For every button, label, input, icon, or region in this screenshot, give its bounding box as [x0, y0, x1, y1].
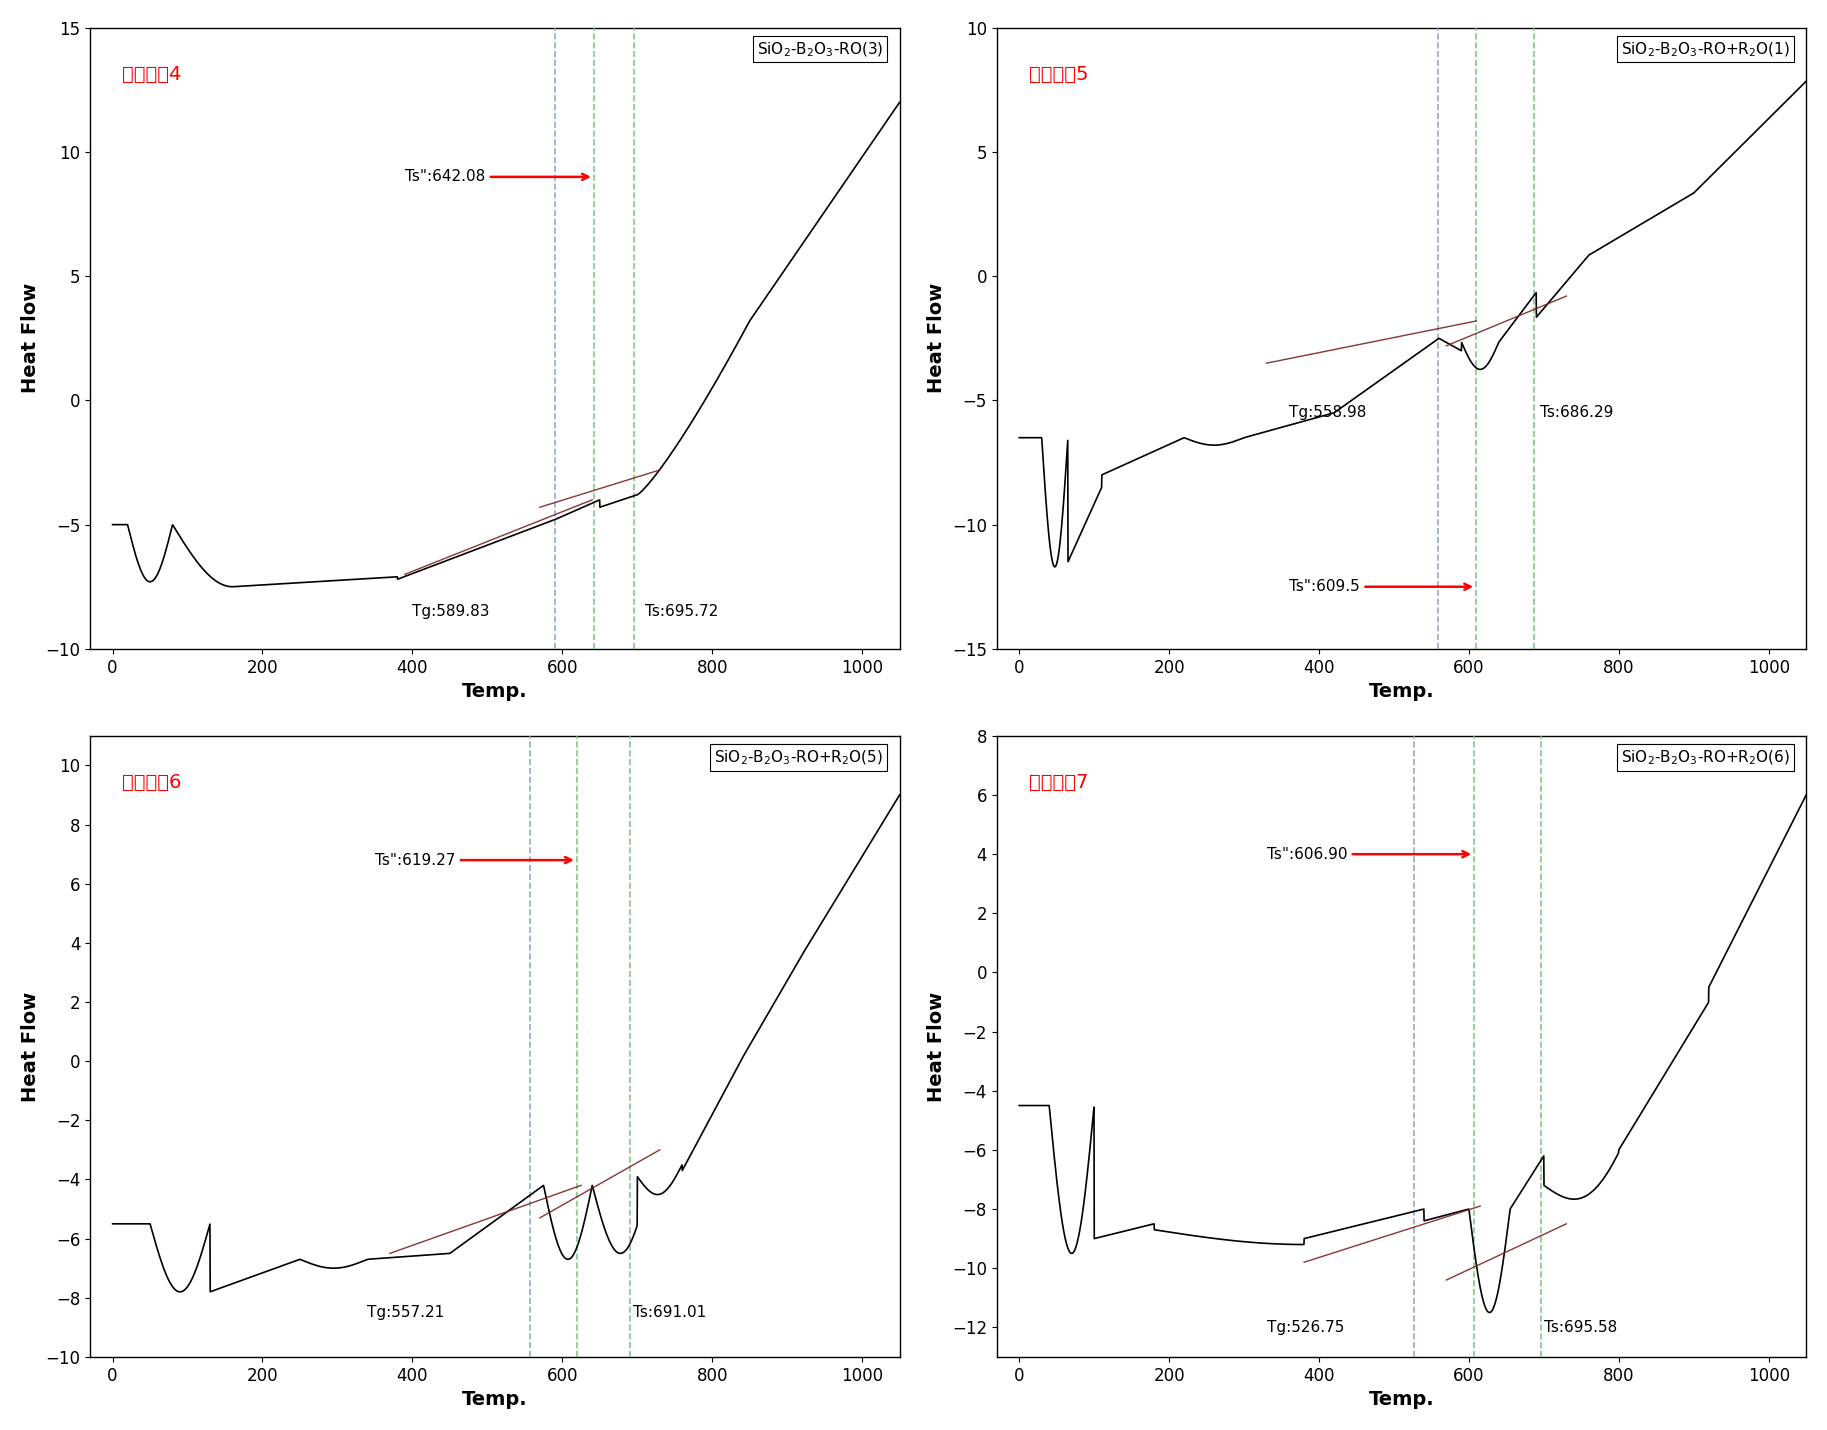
- Text: Ts":606.90: Ts":606.90: [1266, 847, 1469, 862]
- Text: Tg:557.21: Tg:557.21: [367, 1306, 444, 1320]
- Text: 후보조안7: 후보조안7: [1029, 774, 1089, 792]
- Text: SiO$_2$-B$_2$O$_3$-RO+R$_2$O(5): SiO$_2$-B$_2$O$_3$-RO+R$_2$O(5): [714, 748, 884, 766]
- Y-axis label: Heat Flow: Heat Flow: [20, 283, 40, 393]
- Text: Tg:526.75: Tg:526.75: [1266, 1320, 1345, 1334]
- X-axis label: Temp.: Temp.: [1368, 682, 1434, 701]
- Text: SiO$_2$-B$_2$O$_3$-RO+R$_2$O(6): SiO$_2$-B$_2$O$_3$-RO+R$_2$O(6): [1621, 748, 1790, 766]
- Text: Ts:686.29: Ts:686.29: [1540, 405, 1613, 420]
- X-axis label: Temp.: Temp.: [462, 682, 528, 701]
- Text: Ts:695.72: Ts:695.72: [645, 603, 718, 619]
- X-axis label: Temp.: Temp.: [462, 1390, 528, 1409]
- Text: Ts":609.5: Ts":609.5: [1290, 579, 1471, 595]
- Y-axis label: Heat Flow: Heat Flow: [928, 283, 946, 393]
- Text: SiO$_2$-B$_2$O$_3$-RO(3): SiO$_2$-B$_2$O$_3$-RO(3): [756, 40, 884, 59]
- Text: SiO$_2$-B$_2$O$_3$-RO+R$_2$O(1): SiO$_2$-B$_2$O$_3$-RO+R$_2$O(1): [1621, 40, 1790, 59]
- Text: Tg:558.98: Tg:558.98: [1290, 405, 1367, 420]
- Y-axis label: Heat Flow: Heat Flow: [20, 991, 40, 1101]
- Text: 후보조안4: 후보조안4: [122, 66, 183, 84]
- Text: 후보조안6: 후보조안6: [122, 774, 183, 792]
- Text: Ts":642.08: Ts":642.08: [406, 169, 588, 184]
- X-axis label: Temp.: Temp.: [1368, 1390, 1434, 1409]
- Text: Ts:691.01: Ts:691.01: [634, 1306, 707, 1320]
- Text: Ts:695.58: Ts:695.58: [1544, 1320, 1617, 1334]
- Text: Ts":619.27: Ts":619.27: [375, 852, 572, 868]
- Text: 후보조안5: 후보조안5: [1029, 66, 1089, 84]
- Y-axis label: Heat Flow: Heat Flow: [928, 991, 946, 1101]
- Text: Tg:589.83: Tg:589.83: [413, 603, 490, 619]
